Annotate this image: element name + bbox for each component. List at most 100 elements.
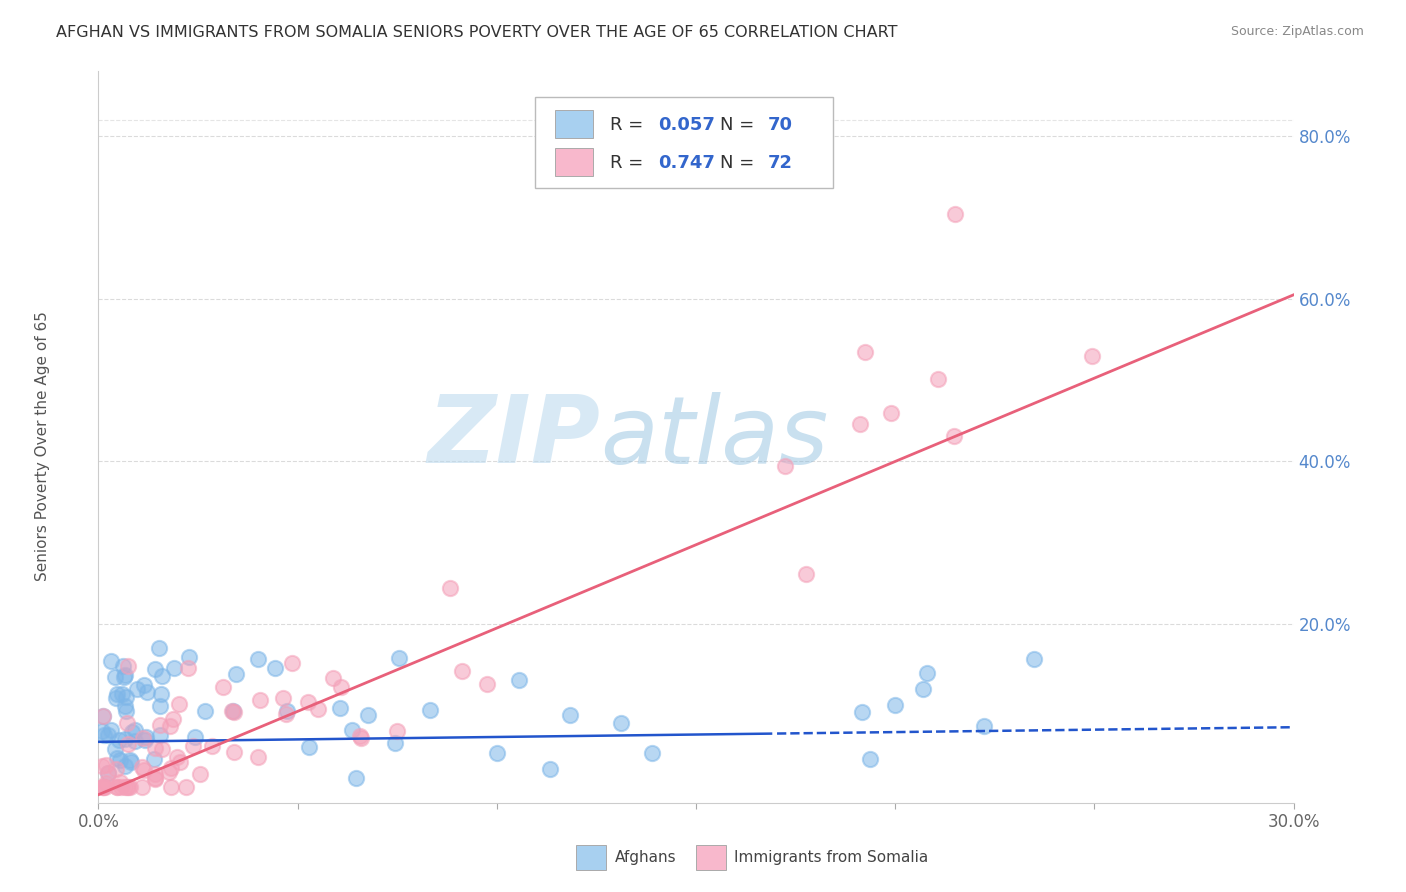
Point [118,753,141,767]
Point [120,780,142,794]
Point [773,459,796,474]
Point [350,731,373,745]
Point [142,752,165,766]
Point [143,772,166,786]
Point [912,682,935,697]
Point [111,658,134,673]
Point [114,732,136,747]
Point [93,780,115,794]
Point [114,668,136,682]
Point [114,758,136,772]
Point [124,723,146,737]
Point [149,699,172,714]
Point [915,665,938,680]
Point [475,677,498,691]
Point [167,697,190,711]
Point [419,703,441,717]
Point [451,664,474,678]
Point [942,429,965,443]
Point [388,651,411,665]
Point [120,756,142,770]
Point [143,767,166,781]
FancyBboxPatch shape [555,148,593,176]
Point [281,656,304,670]
Point [246,651,269,665]
Text: 0.057: 0.057 [658,116,714,134]
Text: 0.747: 0.747 [658,153,714,172]
FancyBboxPatch shape [555,110,593,138]
Point [212,680,235,694]
Point [149,717,172,731]
Point [943,206,966,220]
Point [853,344,876,359]
Point [105,780,128,794]
Point [132,678,155,692]
Point [134,732,156,747]
Point [225,667,247,681]
Point [115,780,138,794]
Point [609,716,631,731]
Point [97,765,120,780]
Point [131,731,153,746]
Point [104,762,127,776]
Point [851,705,873,719]
Point [641,747,664,761]
Point [152,669,174,683]
Point [159,761,181,775]
Point [100,723,122,737]
Point [221,704,243,718]
Point [271,690,294,705]
Point [93,709,115,723]
Text: Immigrants from Somalia: Immigrants from Somalia [734,850,928,865]
Point [132,764,155,778]
Text: Source: ZipAtlas.com: Source: ZipAtlas.com [1230,25,1364,38]
Point [174,780,197,794]
Point [276,704,298,718]
Point [485,746,508,760]
Point [201,739,224,754]
Point [97,766,120,780]
FancyBboxPatch shape [576,845,606,871]
Point [103,670,125,684]
Point [115,716,138,731]
Point [439,581,461,595]
Point [124,734,146,748]
Point [247,750,270,764]
Point [297,695,319,709]
Point [848,417,870,431]
Point [117,658,139,673]
Point [105,687,128,701]
Point [385,723,408,738]
Point [162,712,184,726]
Point [143,771,166,785]
Point [91,780,114,794]
Point [508,673,530,687]
Point [114,698,136,713]
Point [329,681,352,695]
Point [181,739,204,753]
Point [143,740,166,755]
Point [927,372,949,386]
Point [194,704,217,718]
Text: R =: R = [610,116,650,134]
Point [298,739,321,754]
Point [91,724,114,739]
Text: N =: N = [720,116,759,134]
Point [222,704,245,718]
Point [1080,349,1102,363]
Point [131,760,153,774]
Point [112,670,135,684]
Point [884,698,907,713]
Text: AFGHAN VS IMMIGRANTS FROM SOMALIA SENIORS POVERTY OVER THE AGE OF 65 CORRELATION: AFGHAN VS IMMIGRANTS FROM SOMALIA SENIOR… [56,25,898,40]
Point [794,567,817,582]
Point [108,753,131,767]
Point [125,681,148,696]
Point [135,685,157,699]
Point [91,709,114,723]
Point [105,690,128,705]
Text: ZIP: ZIP [427,391,600,483]
Point [150,742,173,756]
Point [111,687,134,701]
Point [188,766,211,780]
Point [859,752,882,766]
